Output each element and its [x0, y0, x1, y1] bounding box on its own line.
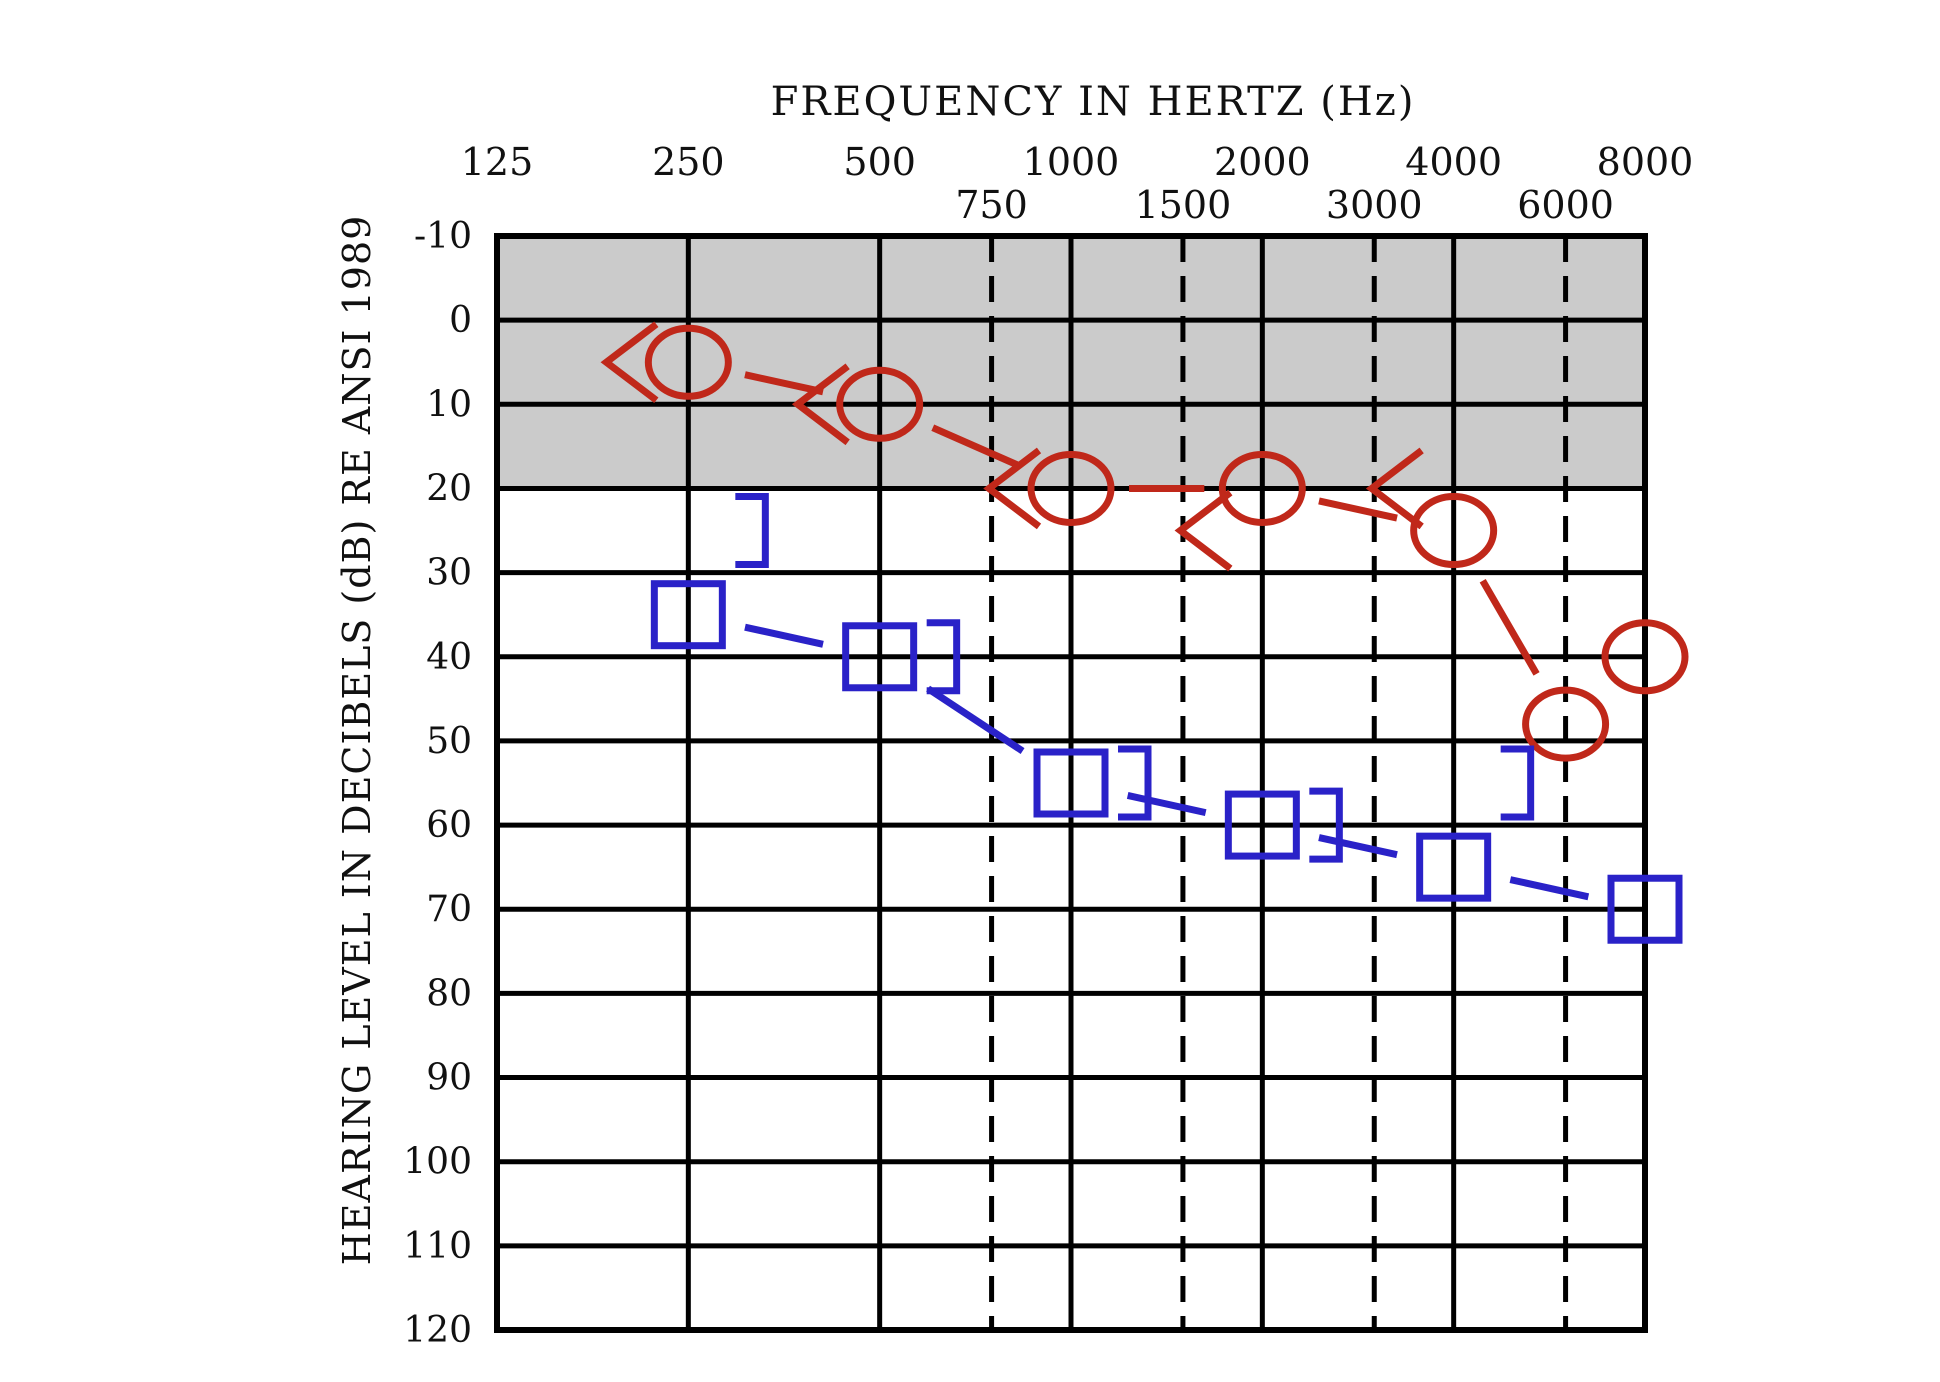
chevron-marker — [600, 321, 659, 404]
chevron-marker — [983, 447, 1042, 530]
x-tick-label: 1000 — [1023, 140, 1120, 184]
x-tick-label: 250 — [652, 140, 725, 184]
circle-marker — [644, 324, 732, 400]
y-tick-label: 100 — [403, 1142, 472, 1183]
square-marker — [842, 622, 918, 692]
square-marker — [1416, 832, 1492, 902]
y-tick-label: 70 — [426, 889, 472, 930]
square-marker — [650, 580, 726, 650]
series-line-segment — [1318, 497, 1398, 522]
square-marker — [1607, 874, 1683, 944]
chevron-marker — [791, 363, 850, 446]
series-line-segment — [744, 371, 824, 396]
x-axis-ticks: 125 250 500 1000 2000 4000 8000 750 1500 3000 6000 — [461, 140, 1694, 227]
y-tick-label: 60 — [426, 805, 472, 846]
y-tick-label: 90 — [426, 1058, 472, 1099]
series-line-segment — [931, 424, 1020, 469]
plot-border — [494, 233, 1648, 1333]
y-tick-label: 0 — [449, 300, 472, 341]
series-markers — [600, 321, 1689, 944]
x-tick-label: 2000 — [1214, 140, 1311, 184]
series-line-segment — [744, 623, 824, 648]
chart-title: FREQUENCY IN HERTZ (Hz) — [771, 79, 1416, 125]
x-tick-label: 125 — [461, 140, 534, 184]
circle-marker — [1601, 619, 1689, 695]
bracket-marker — [1118, 745, 1152, 821]
square-marker — [1033, 748, 1109, 818]
y-tick-label: 110 — [403, 1226, 472, 1267]
x-tick-label: 4000 — [1405, 140, 1502, 184]
y-tick-label: 10 — [426, 384, 472, 425]
x-tick-label: 8000 — [1597, 140, 1694, 184]
series-line-segment — [926, 685, 1025, 754]
series-line-segment — [1509, 876, 1590, 901]
series-line-segment — [1318, 834, 1398, 859]
y-tick-label: 50 — [426, 721, 472, 762]
x-tick-label: 1500 — [1135, 183, 1232, 227]
y-axis-ticks: -10 0 10 20 30 40 50 60 70 80 90 100 110 120 — [403, 216, 472, 1351]
chevron-marker — [1365, 447, 1424, 530]
y-tick-label: 120 — [403, 1310, 472, 1351]
series-line-segment — [1126, 792, 1207, 817]
y-tick-label: 30 — [426, 553, 472, 594]
x-tick-label: 750 — [955, 183, 1028, 227]
bracket-marker — [1500, 745, 1535, 821]
y-tick-label: 40 — [426, 637, 472, 678]
bracket-marker — [735, 493, 769, 569]
circle-marker — [1218, 450, 1306, 526]
x-tick-label: 6000 — [1517, 183, 1614, 227]
x-tick-label: 500 — [843, 140, 916, 184]
circle-marker — [1410, 493, 1498, 569]
y-tick-label: -10 — [414, 216, 472, 257]
grid — [494, 233, 1648, 1333]
series-line-segment — [1479, 578, 1540, 676]
circle-marker — [1522, 686, 1610, 762]
y-tick-label: 20 — [426, 468, 472, 509]
square-marker — [1224, 790, 1300, 860]
bracket-marker — [926, 619, 961, 695]
y-tick-label: 80 — [426, 973, 472, 1014]
y-axis-label: HEARING LEVEL IN DECIBELS (dB) RE ANSI 1… — [335, 215, 379, 1266]
x-tick-label: 3000 — [1326, 183, 1423, 227]
chevron-marker — [1174, 489, 1233, 572]
bracket-marker — [1309, 787, 1343, 863]
circle-marker — [1027, 450, 1115, 526]
series-lines — [744, 371, 1590, 901]
circle-marker — [836, 366, 924, 442]
